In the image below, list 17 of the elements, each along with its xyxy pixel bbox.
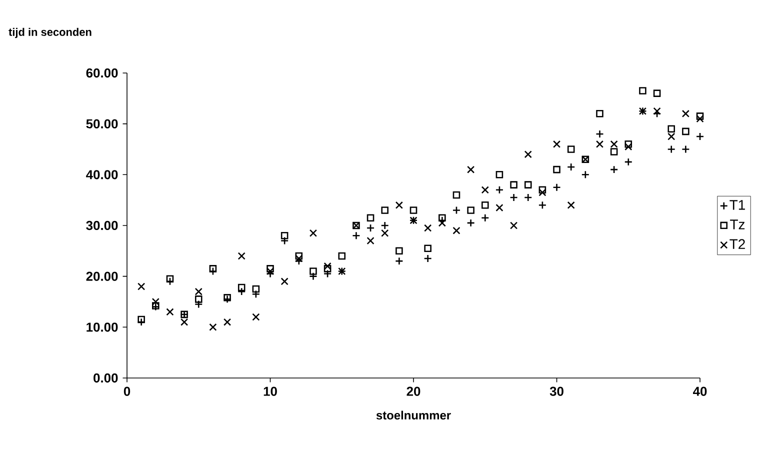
chart-title: tijd in seconden (8, 28, 92, 38)
y-tick-label: 20.00 (86, 272, 118, 281)
legend-label: T1 (730, 200, 745, 210)
y-tick-label: 30.00 (86, 220, 118, 230)
x-tick-label: 0 (124, 386, 130, 396)
x-tick-label: 10 (264, 386, 277, 396)
y-tick-label: 50.00 (86, 119, 118, 128)
y-tick-label: 40.00 (86, 170, 118, 180)
legend-label: T2 (730, 239, 745, 249)
y-tick-label: 0.00 (94, 373, 118, 383)
y-tick-label: 10.00 (86, 322, 118, 332)
x-tick-label: 30 (550, 386, 564, 396)
x-tick-label: 40 (693, 386, 707, 396)
x-tick-label: 20 (406, 386, 420, 396)
legend-label: Tz (730, 220, 745, 230)
y-tick-label: 60.00 (86, 68, 118, 78)
x-axis-title: stoelnummer (376, 410, 451, 420)
